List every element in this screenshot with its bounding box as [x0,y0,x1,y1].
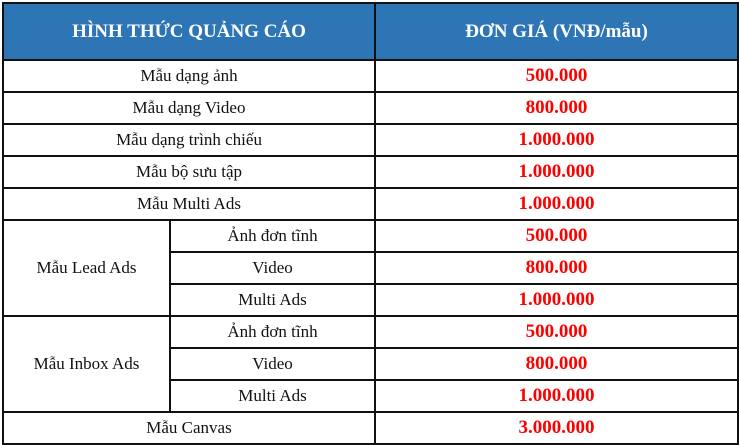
row-price: 800.000 [374,347,739,381]
table-row: Mẫu dạng trình chiếu 1.000.000 [1,123,739,157]
row-price: 800.000 [374,251,739,285]
sub-label: Multi Ads [168,379,377,413]
header-ad-type: HÌNH THỨC QUẢNG CÁO [1,2,377,61]
group-label: Mẫu Inbox Ads [2,315,171,413]
row-price: 1.000.000 [374,379,739,413]
row-price: 800.000 [374,91,739,125]
row-price: 500.000 [374,315,739,349]
row-price: 500.000 [374,219,739,253]
table-row: Mẫu Canvas 3.000.000 [1,411,739,445]
sub-label: Ảnh đơn tĩnh [168,315,377,349]
row-price: 3.000.000 [374,411,739,445]
table-row: Mẫu Lead Ads Ảnh đơn tĩnh 500.000 [2,219,739,317]
sub-label: Multi Ads [168,283,377,317]
row-price: 1.000.000 [374,187,739,221]
table-row: Mẫu dạng Video 800.000 [1,91,739,125]
header-row: HÌNH THỨC QUẢNG CÁO ĐƠN GIÁ (VNĐ/mẫu) [1,2,739,61]
table-row: Mẫu Multi Ads 1.000.000 [1,187,739,221]
table-row: Video 800.000 [3,251,739,285]
sub-label: Video [168,347,377,381]
table-row: Video 800.000 [3,347,739,381]
row-label: Mẫu Multi Ads [1,187,377,221]
row-label: Mẫu dạng ảnh [1,59,377,93]
table-row: Mẫu bộ sưu tập 1.000.000 [1,155,739,189]
sub-label: Ảnh đơn tĩnh [168,219,377,253]
row-price: 1.000.000 [374,283,739,317]
group-label: Mẫu Lead Ads [2,219,171,317]
row-label: Mẫu dạng Video [1,91,377,125]
row-price: 1.000.000 [374,155,739,189]
row-price: 500.000 [374,59,739,93]
row-label: Mẫu bộ sưu tập [1,155,377,189]
row-price: 1.000.000 [374,123,739,157]
row-label: Mẫu dạng trình chiếu [1,123,377,157]
table-row: Mẫu Inbox Ads Ảnh đơn tĩnh 500.000 [2,315,739,413]
sub-label: Video [168,251,377,285]
table-row: Multi Ads 1.000.000 [3,379,739,413]
table-row: Mẫu dạng ảnh 500.000 [1,59,739,93]
row-label: Mẫu Canvas [1,411,377,445]
header-unit-price: ĐƠN GIÁ (VNĐ/mẫu) [374,2,739,61]
table-row: Multi Ads 1.000.000 [3,283,739,317]
